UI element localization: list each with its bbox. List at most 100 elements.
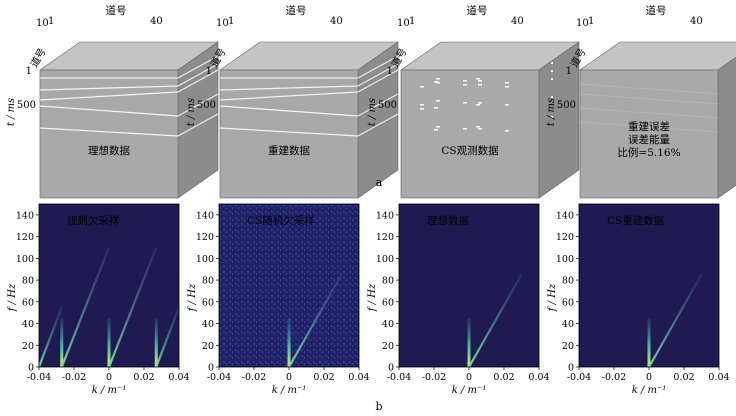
y-axis-label: f / Hz — [7, 283, 18, 312]
observed-sample — [436, 126, 440, 128]
fk-panel-3: 理想数据 0 20 40 60 80 100 120 140 -0.04 -0.02 0 0.02 0.0… — [367, 203, 550, 396]
y-tick-label: 140 — [556, 210, 574, 221]
trace-axis-label: 道号 — [286, 4, 307, 17]
time-axis-label: t / ms — [367, 98, 378, 126]
y-tick-label: 20 — [382, 341, 394, 352]
observed-sample-side — [551, 116, 553, 118]
y-tick-label: 40 — [382, 319, 394, 330]
cube-caption-line: 比例=5.16% — [617, 146, 680, 159]
reflection-event-side — [177, 113, 219, 137]
reflection-event — [39, 91, 179, 101]
panel-title: CS随机欠采样 — [247, 214, 315, 227]
observed-sample — [476, 104, 480, 106]
trace-tick: 40 — [330, 16, 343, 27]
dipping-energy — [468, 274, 523, 368]
reflection-event-side — [177, 63, 219, 87]
trace-tick: 1 — [228, 16, 234, 27]
time-tick: 1 — [26, 66, 32, 77]
y-tick-label: 0 — [208, 363, 214, 374]
panel-title: 规则欠采样 — [67, 214, 120, 227]
observed-sample-side — [551, 70, 553, 72]
x-axis-label: k / m⁻¹ — [452, 385, 487, 396]
reflection-event — [219, 127, 359, 137]
spectrum-energy — [647, 318, 651, 367]
trace-tick: 1 — [48, 16, 54, 27]
x-tick-label: -0.04 — [567, 372, 591, 383]
observed-sample — [434, 107, 438, 109]
row-b-label: b — [375, 400, 382, 413]
x-tick-label: 0 — [646, 372, 652, 383]
y-tick-label: 120 — [376, 232, 394, 243]
observed-sample — [434, 81, 438, 83]
observed-sample — [505, 130, 509, 132]
y-tick-label: 100 — [556, 254, 574, 265]
reflection-event-side — [177, 93, 219, 117]
time-tick: 500 — [17, 100, 36, 111]
x-tick-label: 0.02 — [133, 372, 154, 383]
row-a-label: a — [376, 176, 383, 189]
cube-front-face — [579, 69, 719, 199]
y-tick-label: 80 — [202, 276, 214, 287]
y-tick-label: 140 — [196, 210, 214, 221]
aliased-energy — [37, 306, 63, 368]
x-tick-label: -0.04 — [207, 372, 231, 383]
observed-sample-side — [551, 78, 553, 80]
row-b-fk-spectra: 规则欠采样 0 20 40 60 80 100 120 140 -0.04 -0.02 0 0.02 0.… — [7, 203, 730, 396]
x-tick-label: 0.04 — [168, 372, 189, 383]
y-tick-label: 140 — [376, 210, 394, 221]
trace-tick: 10 — [576, 18, 589, 29]
trace-tick: 40 — [690, 16, 703, 27]
cube-top-face — [579, 41, 736, 71]
residual-event — [579, 107, 719, 119]
reflection-event — [39, 85, 179, 91]
residual-event — [579, 93, 719, 105]
time-axis-label: t / ms — [6, 98, 17, 126]
observed-sample-side — [551, 62, 553, 64]
y-tick-label: 40 — [202, 319, 214, 330]
observed-sample — [476, 126, 480, 128]
reflection-event — [219, 85, 359, 91]
observed-sample — [505, 86, 509, 88]
cube-caption-line: 误差能量 — [628, 133, 670, 146]
x-axis-label: k / m⁻¹ — [92, 385, 127, 396]
observed-sample — [463, 102, 467, 104]
time-tick: 500 — [197, 100, 216, 111]
spectrum-energy — [467, 318, 471, 367]
x-tick-label: -0.04 — [27, 372, 51, 383]
observed-sample — [463, 84, 467, 86]
y-axis-label: f / Hz — [367, 283, 378, 312]
observed-sample — [420, 104, 424, 106]
y-tick-label: 140 — [16, 210, 34, 221]
y-tick-label: 80 — [562, 276, 574, 287]
x-tick-label: 0.04 — [348, 372, 369, 383]
trace-tick: 40 — [511, 16, 524, 27]
observed-sample — [434, 129, 438, 131]
observed-sample — [478, 80, 482, 82]
spectrum-energy — [107, 318, 111, 367]
y-tick-label: 20 — [562, 341, 574, 352]
time-tick: 1 — [387, 66, 393, 77]
trace-tick: 10 — [216, 18, 229, 29]
trace-axis-label: 道号 — [106, 4, 127, 17]
y-tick-label: 120 — [196, 232, 214, 243]
reflection-event-side — [177, 55, 219, 79]
observed-sample — [463, 128, 467, 130]
cube-caption: CS观测数据 — [441, 144, 499, 157]
trace-tick: 10 — [36, 18, 49, 29]
residual-event — [579, 121, 719, 133]
x-tick-label: -0.02 — [242, 372, 266, 383]
y-tick-label: 40 — [22, 319, 34, 330]
y-tick-label: 120 — [16, 232, 34, 243]
reflection-event-side — [177, 69, 219, 93]
observed-sample — [420, 86, 424, 88]
trace-tick: 1 — [409, 16, 415, 27]
spectrum-energy — [287, 318, 291, 367]
trace-tick: 10 — [397, 18, 410, 29]
reflection-event — [219, 91, 359, 101]
spectrum-energy — [154, 318, 158, 367]
cube-front-face — [219, 69, 359, 199]
x-tick-label: -0.02 — [62, 372, 86, 383]
